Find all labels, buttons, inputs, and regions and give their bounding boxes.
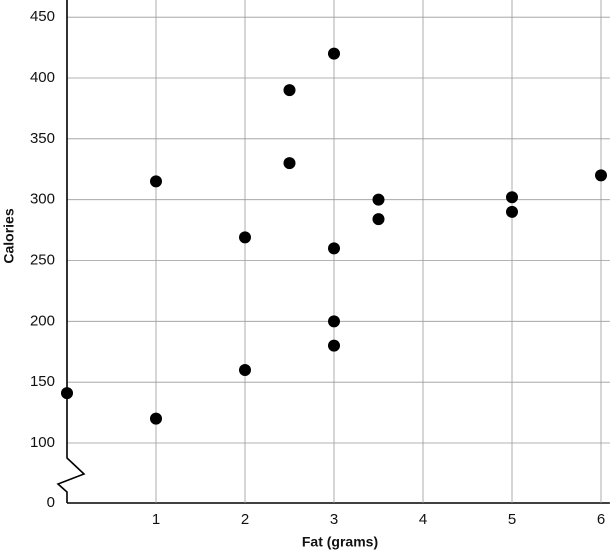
y-axis-title: Calories — [1, 208, 17, 263]
data-point — [372, 193, 385, 206]
x-tick-label: 5 — [508, 511, 516, 528]
data-point — [283, 84, 296, 97]
x-axis-title: Fat (grams) — [302, 534, 378, 550]
data-point — [150, 175, 162, 188]
y-tick-label: 350 — [30, 130, 55, 147]
x-tick-label: 3 — [330, 511, 338, 528]
grid — [67, 0, 610, 504]
x-tick-label: 4 — [419, 511, 427, 528]
y-tick-label: 200 — [30, 312, 55, 329]
data-point — [328, 47, 340, 60]
y-tick-label: 400 — [30, 69, 55, 86]
x-tick-label: 2 — [241, 511, 249, 528]
y-tick-label: 100 — [30, 434, 55, 451]
data-point — [372, 213, 385, 226]
data-point — [595, 169, 607, 182]
data-point — [328, 315, 340, 328]
x-tick-label: 6 — [597, 511, 605, 528]
data-point — [328, 242, 340, 255]
y-axis-line — [56, 0, 86, 503]
data-point — [506, 191, 518, 204]
y-tick-label: 150 — [30, 373, 55, 390]
data-point — [328, 339, 340, 352]
y-tick-label: 450 — [30, 8, 55, 25]
x-tick-label: 1 — [152, 511, 160, 528]
data-point — [283, 157, 296, 170]
y-tick-label: 0 — [47, 494, 55, 511]
data-point — [61, 387, 73, 400]
y-tick-label: 300 — [30, 191, 55, 208]
data-point — [239, 364, 251, 376]
y-tick-label: 250 — [30, 251, 55, 268]
data-point — [239, 231, 251, 244]
data-point — [506, 205, 518, 218]
data-point — [150, 412, 162, 425]
